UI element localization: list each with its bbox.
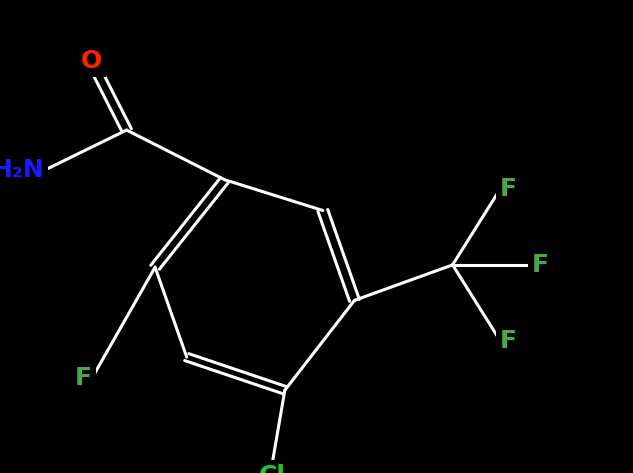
Text: F: F <box>500 177 517 201</box>
Text: O: O <box>81 50 103 73</box>
Text: F: F <box>532 253 549 277</box>
Text: F: F <box>500 329 517 352</box>
Text: F: F <box>75 367 92 390</box>
Text: H₂N: H₂N <box>0 158 44 182</box>
Text: Cl: Cl <box>259 464 285 473</box>
